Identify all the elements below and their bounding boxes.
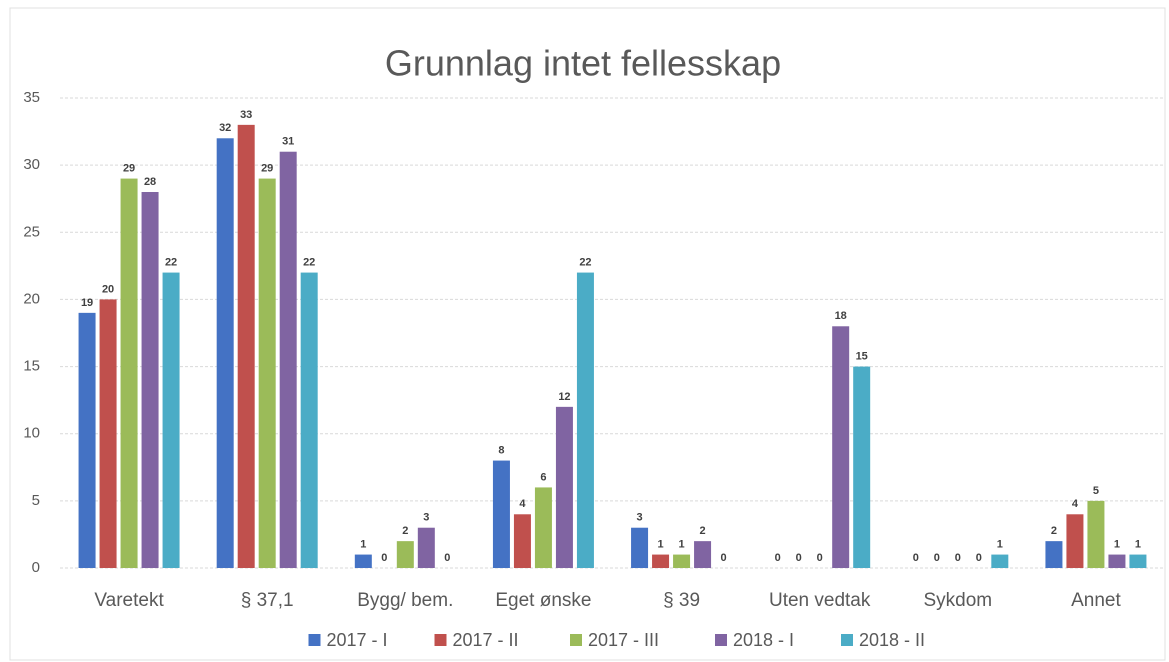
data-label: 4 bbox=[1072, 498, 1079, 510]
y-tick-label: 0 bbox=[32, 559, 40, 576]
bar bbox=[832, 326, 850, 568]
bar bbox=[513, 514, 531, 568]
data-label: 33 bbox=[240, 109, 252, 121]
bar bbox=[258, 178, 276, 569]
legend-label: 2018 - I bbox=[733, 630, 794, 650]
data-label: 2 bbox=[700, 525, 706, 537]
bar bbox=[396, 541, 414, 568]
data-label: 3 bbox=[423, 512, 429, 524]
y-tick-label: 5 bbox=[32, 492, 40, 509]
data-label: 6 bbox=[540, 471, 546, 483]
y-tick-label: 30 bbox=[23, 156, 40, 173]
data-label: 8 bbox=[498, 444, 504, 456]
bar bbox=[78, 312, 96, 568]
bar bbox=[237, 124, 255, 568]
legend-swatch bbox=[308, 634, 321, 646]
y-tick-label: 25 bbox=[23, 223, 40, 240]
bar bbox=[853, 366, 871, 568]
data-label: 18 bbox=[835, 310, 847, 322]
data-label: 0 bbox=[913, 552, 919, 564]
data-label: 1 bbox=[679, 538, 685, 550]
x-tick-label: § 39 bbox=[663, 590, 700, 611]
bar bbox=[1108, 554, 1126, 568]
chart-title: Grunnlag intet fellesskap bbox=[385, 43, 781, 84]
bar bbox=[555, 406, 573, 568]
bar bbox=[141, 192, 159, 568]
legend-label: 2017 - II bbox=[453, 630, 519, 650]
data-label: 0 bbox=[934, 552, 940, 564]
data-label: 3 bbox=[637, 512, 643, 524]
legend-label: 2018 - II bbox=[859, 630, 925, 650]
x-tick-label: Sykdom bbox=[923, 590, 992, 611]
data-label: 0 bbox=[817, 552, 823, 564]
bar bbox=[652, 554, 670, 568]
data-label: 0 bbox=[955, 552, 961, 564]
legend-label: 2017 - III bbox=[588, 630, 659, 650]
bar bbox=[991, 554, 1009, 568]
data-label: 32 bbox=[219, 122, 231, 134]
data-label: 1 bbox=[1114, 538, 1120, 550]
y-tick-label: 20 bbox=[23, 290, 40, 307]
x-tick-label: Eget ønske bbox=[495, 590, 591, 611]
bar bbox=[1087, 500, 1105, 568]
bar bbox=[492, 460, 510, 568]
y-tick-label: 10 bbox=[23, 425, 40, 442]
data-label: 0 bbox=[775, 552, 781, 564]
x-tick-label: Uten vedtak bbox=[769, 590, 871, 611]
data-label: 0 bbox=[976, 552, 982, 564]
data-label: 1 bbox=[658, 538, 664, 550]
data-label: 0 bbox=[796, 552, 802, 564]
data-label: 0 bbox=[444, 552, 450, 564]
data-label: 31 bbox=[282, 136, 294, 148]
legend-swatch bbox=[434, 634, 447, 646]
x-tick-label: Annet bbox=[1071, 590, 1121, 611]
data-label: 2 bbox=[402, 525, 408, 537]
data-label: 22 bbox=[303, 256, 315, 268]
bar bbox=[1129, 554, 1147, 568]
data-label: 22 bbox=[165, 256, 177, 268]
y-tick-label: 15 bbox=[23, 358, 40, 375]
data-label: 12 bbox=[558, 391, 570, 403]
data-label: 29 bbox=[261, 162, 273, 174]
data-label: 0 bbox=[381, 552, 387, 564]
data-label: 1 bbox=[997, 538, 1003, 550]
bar bbox=[300, 272, 318, 568]
bar bbox=[216, 138, 234, 569]
data-label: 1 bbox=[1135, 538, 1141, 550]
x-tick-label: § 37,1 bbox=[241, 590, 294, 611]
bar bbox=[99, 299, 117, 568]
bar bbox=[534, 487, 552, 568]
bar bbox=[694, 541, 712, 568]
data-label: 1 bbox=[360, 538, 366, 550]
legend-swatch bbox=[841, 634, 853, 646]
data-label: 20 bbox=[102, 283, 114, 295]
data-label: 29 bbox=[123, 162, 135, 174]
bar bbox=[120, 178, 138, 569]
bar bbox=[417, 527, 435, 568]
data-label: 0 bbox=[721, 552, 727, 564]
legend-swatch bbox=[570, 634, 582, 646]
y-tick-label: 35 bbox=[23, 89, 40, 106]
x-tick-label: Varetekt bbox=[94, 590, 164, 611]
bar bbox=[354, 554, 372, 568]
bar bbox=[1045, 541, 1063, 568]
bar bbox=[631, 527, 649, 568]
data-label: 5 bbox=[1093, 485, 1099, 497]
bar bbox=[279, 151, 297, 568]
chart-border bbox=[9, 7, 1166, 661]
data-label: 28 bbox=[144, 176, 156, 188]
legend-swatch bbox=[715, 634, 727, 646]
data-label: 22 bbox=[579, 256, 591, 268]
data-label: 4 bbox=[519, 498, 526, 510]
data-label: 15 bbox=[856, 350, 868, 362]
x-tick-label: Bygg/ bem. bbox=[357, 590, 453, 611]
bar bbox=[162, 272, 180, 568]
legend-label: 2017 - I bbox=[327, 630, 388, 650]
data-label: 2 bbox=[1051, 525, 1057, 537]
data-label: 19 bbox=[81, 297, 93, 309]
bar bbox=[673, 554, 691, 568]
bar bbox=[1066, 514, 1084, 568]
bar bbox=[576, 272, 594, 568]
